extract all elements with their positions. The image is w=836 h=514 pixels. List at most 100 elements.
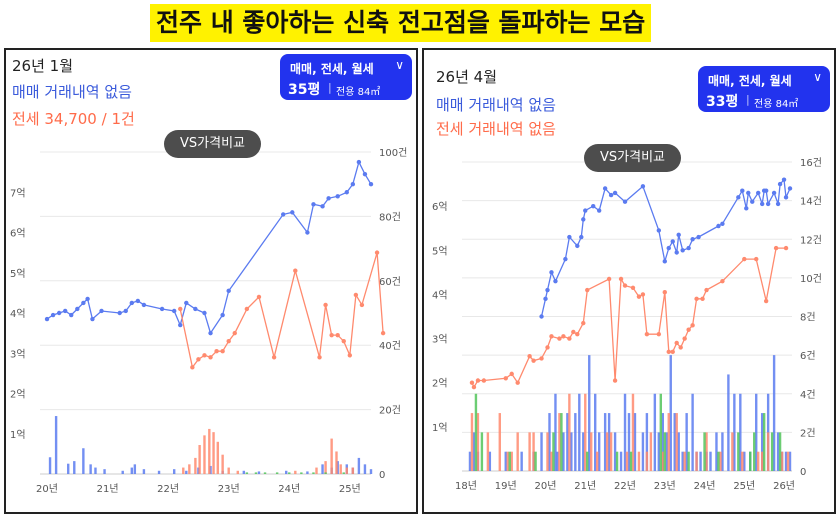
volume-bar-jeonse [675,413,678,471]
data-point-sale [545,287,550,293]
volume-bar-sale [67,463,70,474]
volume-bar-wolse [245,472,249,474]
data-point-sale [50,312,56,318]
chart-panel-right: 0 2건 4건 6건 8건 10건 12건 14건 16건 1억 2억 3억 4억 5억 6억 18년 19년 2… [422,48,836,514]
data-point-jeonse [190,365,195,370]
volume-bar-jeonse [510,451,513,471]
volume-bar-wolse [629,451,633,471]
volume-bar-jeonse [528,432,531,471]
data-point-jeonse [214,349,219,354]
volume-bar-sale [82,448,85,474]
data-point-jeonse [666,349,671,355]
data-point-sale [193,306,198,312]
volume-bar-sale [776,432,780,471]
volume-bar-sale [94,467,97,474]
data-point-jeonse [618,276,624,282]
volume-bar-jeonse [584,393,587,471]
volume-bar-jeonse [786,451,790,471]
volume-bar-jeonse [498,413,501,471]
x-tick-label: 24년 [694,480,716,492]
x-tick-label: 25년 [339,483,361,495]
volume-bar-wolse [703,432,706,471]
data-point-sale [311,202,316,207]
volume-bar-wolse [753,432,756,471]
data-point-sale [640,184,646,189]
data-point-sale [622,199,628,204]
volume-bar-sale [54,416,58,474]
volume-bar-sale [665,432,668,471]
data-point-jeonse [640,292,646,297]
volume-bar-jeonse [324,461,327,474]
volume-bar-jeonse [221,454,224,474]
volume-bar-jeonse [705,432,708,471]
volume-bar-sale [197,467,200,474]
data-point-jeonse [763,298,769,304]
volume-bar-jeonse [757,451,760,471]
volume-bar-sale [574,413,577,471]
vs-compare-button[interactable]: VS가격비교 [164,130,261,158]
volume-bar-jeonse [760,451,764,471]
data-point-sale [666,245,671,251]
volume-bar-jeonse [546,432,549,471]
data-point-jeonse [630,285,636,291]
jeonse-summary: 전세 34,700 / 1건 [12,110,135,128]
data-point-sale [226,288,231,294]
volume-bar-sale [788,451,792,471]
y-right-tick-label: 100건 [379,147,407,159]
volume-bar-jeonse [590,432,593,471]
volume-bar-sale [627,413,631,471]
volume-bar-jeonse [661,451,664,471]
data-point-sale [553,278,558,284]
data-point-sale [543,296,548,302]
type-area-dropdown[interactable]: 매매, 전세, 월세 ∨ 33평 | 전용 84㎡ [698,66,830,112]
data-point-jeonse [670,349,675,355]
data-point-jeonse [359,302,365,308]
data-point-jeonse [549,334,554,339]
data-point-jeonse [571,329,576,335]
data-point-sale [583,208,588,213]
volume-bar-wolse [659,393,663,471]
data-point-jeonse [469,380,475,385]
vs-compare-button[interactable]: VS가격비교 [584,144,681,172]
type-area-dropdown[interactable]: 매매, 전세, 월세 ∨ 35평 | 전용 84㎡ [280,54,412,100]
data-point-sale [208,330,213,336]
data-point-jeonse [682,336,687,341]
x-tick-label: 20년 [535,480,557,492]
volume-bar-sale [472,432,476,471]
volume-bar-jeonse [335,451,338,474]
series-line-sale [46,160,372,335]
volume-bar-sale [669,355,672,471]
volume-bar-jeonse [339,464,342,474]
volume-bar-sale [48,457,52,474]
volume-bar-wolse [312,472,315,474]
data-point-jeonse [656,331,662,337]
x-tick-label: 23년 [218,483,240,495]
volume-bar-jeonse [345,467,348,474]
volume-bar-sale [733,393,736,471]
data-point-jeonse [329,332,334,338]
data-point-sale [280,212,286,217]
data-point-sale [581,217,586,222]
volume-bar-sale [641,432,645,471]
volume-bar-sale [468,451,472,471]
sale-summary: 매매 거래내역 없음 [12,83,132,101]
volume-bar-wolse [474,393,478,471]
snapshot-date: 26년 1월 [12,57,73,75]
data-point-sale [350,182,356,187]
data-point-jeonse [232,330,237,336]
data-point-jeonse [754,256,759,262]
volume-bar-sale [594,393,597,471]
volume-bar-sale [721,432,724,471]
data-point-jeonse [636,294,642,299]
pyeong-label: 33평 [706,94,739,110]
volume-bar-jeonse [227,467,230,474]
volume-bar-wolse [508,451,511,471]
volume-bar-sale [89,464,92,474]
volume-bar-jeonse [741,451,744,471]
y-right-tick-label: 20건 [379,405,401,417]
data-point-sale [750,199,755,204]
volume-bar-jeonse [595,451,599,471]
data-point-sale [781,177,787,182]
data-point-sale [765,201,771,207]
data-point-jeonse [545,345,550,350]
